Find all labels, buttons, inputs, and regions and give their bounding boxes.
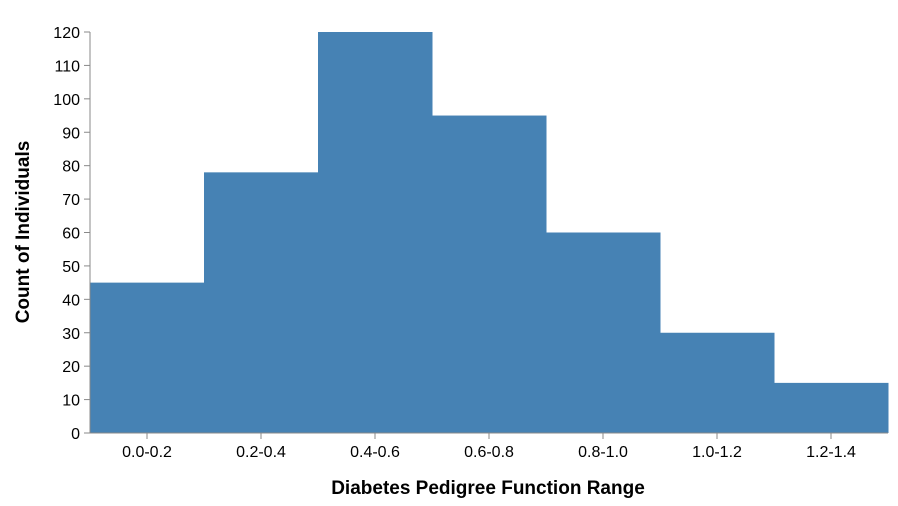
- y-tick-label-20: 20: [62, 359, 80, 376]
- x-tick-label-1.0-1.2: 1.0-1.2: [692, 444, 742, 461]
- y-tick-label-100: 100: [53, 92, 80, 109]
- y-tick-label-10: 10: [62, 393, 80, 410]
- y-tick-label-90: 90: [62, 125, 80, 142]
- y-tick-label-50: 50: [62, 259, 80, 276]
- bar-1.2-1.4: [774, 382, 889, 433]
- y-tick-label-60: 60: [62, 226, 80, 243]
- x-tick-label-0.8-1.0: 0.8-1.0: [578, 444, 628, 461]
- y-tick-label-70: 70: [62, 192, 80, 209]
- x-tick-label-1.2-1.4: 1.2-1.4: [806, 444, 856, 461]
- x-tick-label-0.2-0.4: 0.2-0.4: [236, 444, 286, 461]
- x-tick-label-0.4-0.6: 0.4-0.6: [350, 444, 400, 461]
- bar-0.0-0.2: [90, 282, 205, 433]
- y-tick-label-0: 0: [71, 426, 80, 443]
- y-tick-label-30: 30: [62, 326, 80, 343]
- x-axis: 0.0-0.2 0.2-0.4 0.4-0.6 0.6-0.8 0.8-1.0 1.0-1…: [90, 432, 888, 461]
- y-axis-title: Count of Individuals: [13, 141, 34, 324]
- y-tick-label-40: 40: [62, 292, 80, 309]
- bar-0.8-1.0: [546, 232, 661, 433]
- y-tick-label-120: 120: [53, 25, 80, 42]
- bar-0.4-0.6: [318, 32, 433, 433]
- y-tick-label-80: 80: [62, 159, 80, 176]
- bar-0.6-0.8: [432, 115, 547, 434]
- bar-1.0-1.2: [660, 332, 775, 433]
- x-tick-label-0.0-0.2: 0.0-0.2: [122, 444, 172, 461]
- y-axis: 0 10 20 30 40 50 60 70 80 90 100 110 120: [53, 25, 91, 443]
- x-tick-label-0.6-0.8: 0.6-0.8: [464, 444, 514, 461]
- bars-group: [90, 32, 889, 434]
- y-tick-label-110: 110: [54, 58, 80, 75]
- bar-0.2-0.4: [204, 172, 319, 433]
- x-axis-title: Diabetes Pedigree Function Range: [331, 478, 645, 499]
